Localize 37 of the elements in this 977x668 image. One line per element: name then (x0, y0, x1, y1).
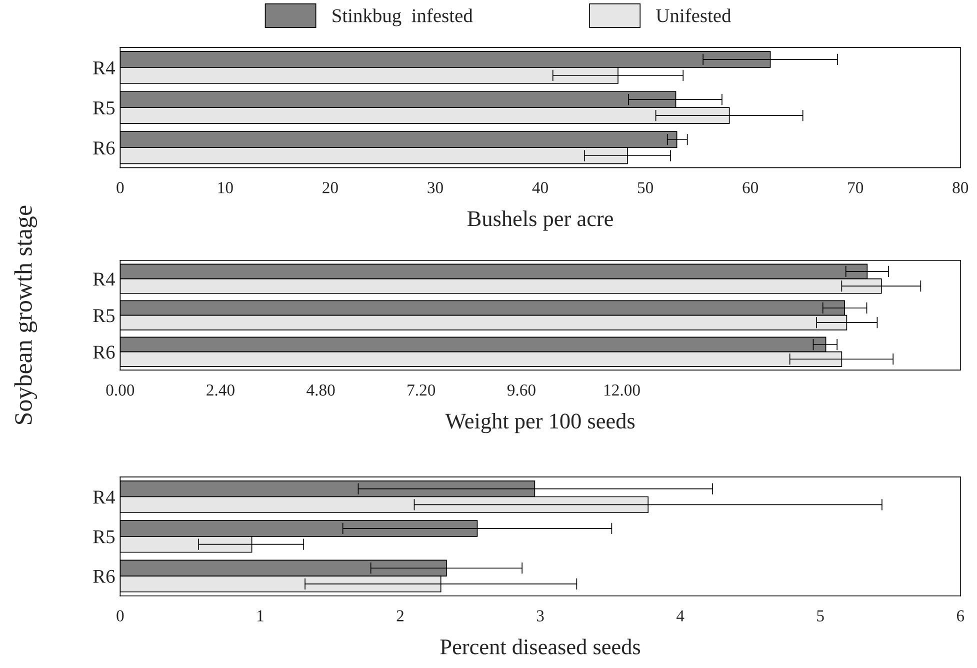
legend-label: Unifested (656, 8, 732, 22)
x-tick-label: 80 (952, 182, 968, 194)
x-axis-title: Bushels per acre (467, 210, 613, 231)
x-tick-label: 10 (218, 182, 233, 194)
x-tick-label: 0 (116, 610, 124, 622)
x-tick-label: 5 (817, 610, 824, 622)
x-tick-label: 70 (848, 182, 864, 194)
y-tick-label: R6 (93, 346, 115, 359)
x-tick-label: 12.00 (604, 384, 640, 396)
x-tick-label: 7.20 (408, 384, 436, 396)
y-tick-label: R4 (93, 61, 116, 74)
y-axis-title: Soybean growth stage (14, 206, 38, 424)
x-tick-label: 4.80 (306, 384, 335, 396)
y-tick-label: R5 (93, 102, 115, 114)
x-axis-title: Weight per 100 seeds (445, 412, 635, 434)
x-tick-label: 0.00 (106, 384, 134, 396)
y-tick-label: R6 (93, 142, 115, 155)
x-tick-label: 0 (116, 182, 124, 194)
x-tick-label: 2.40 (206, 384, 234, 396)
x-tick-label: 60 (742, 182, 758, 194)
y-tick-label: R4 (93, 490, 116, 504)
x-tick-label: 6 (956, 610, 964, 622)
x-tick-label: 9.60 (507, 384, 536, 396)
legend-label: Stinkbug infested (332, 8, 473, 26)
x-tick-label: 1 (258, 610, 264, 622)
y-tick-label: R5 (93, 530, 115, 544)
x-tick-label: 2 (396, 610, 404, 622)
x-tick-label: 30 (428, 182, 443, 194)
x-tick-label: 20 (322, 182, 338, 194)
y-tick-label: R4 (93, 272, 116, 286)
x-tick-label: 50 (638, 182, 654, 194)
y-tick-label: R5 (93, 309, 115, 322)
y-tick-label: R6 (93, 570, 115, 583)
x-tick-label: 40 (532, 182, 548, 194)
x-tick-label: 3 (536, 610, 544, 622)
x-axis-title: Percent diseased seeds (440, 638, 640, 654)
x-tick-label: 4 (676, 610, 684, 622)
